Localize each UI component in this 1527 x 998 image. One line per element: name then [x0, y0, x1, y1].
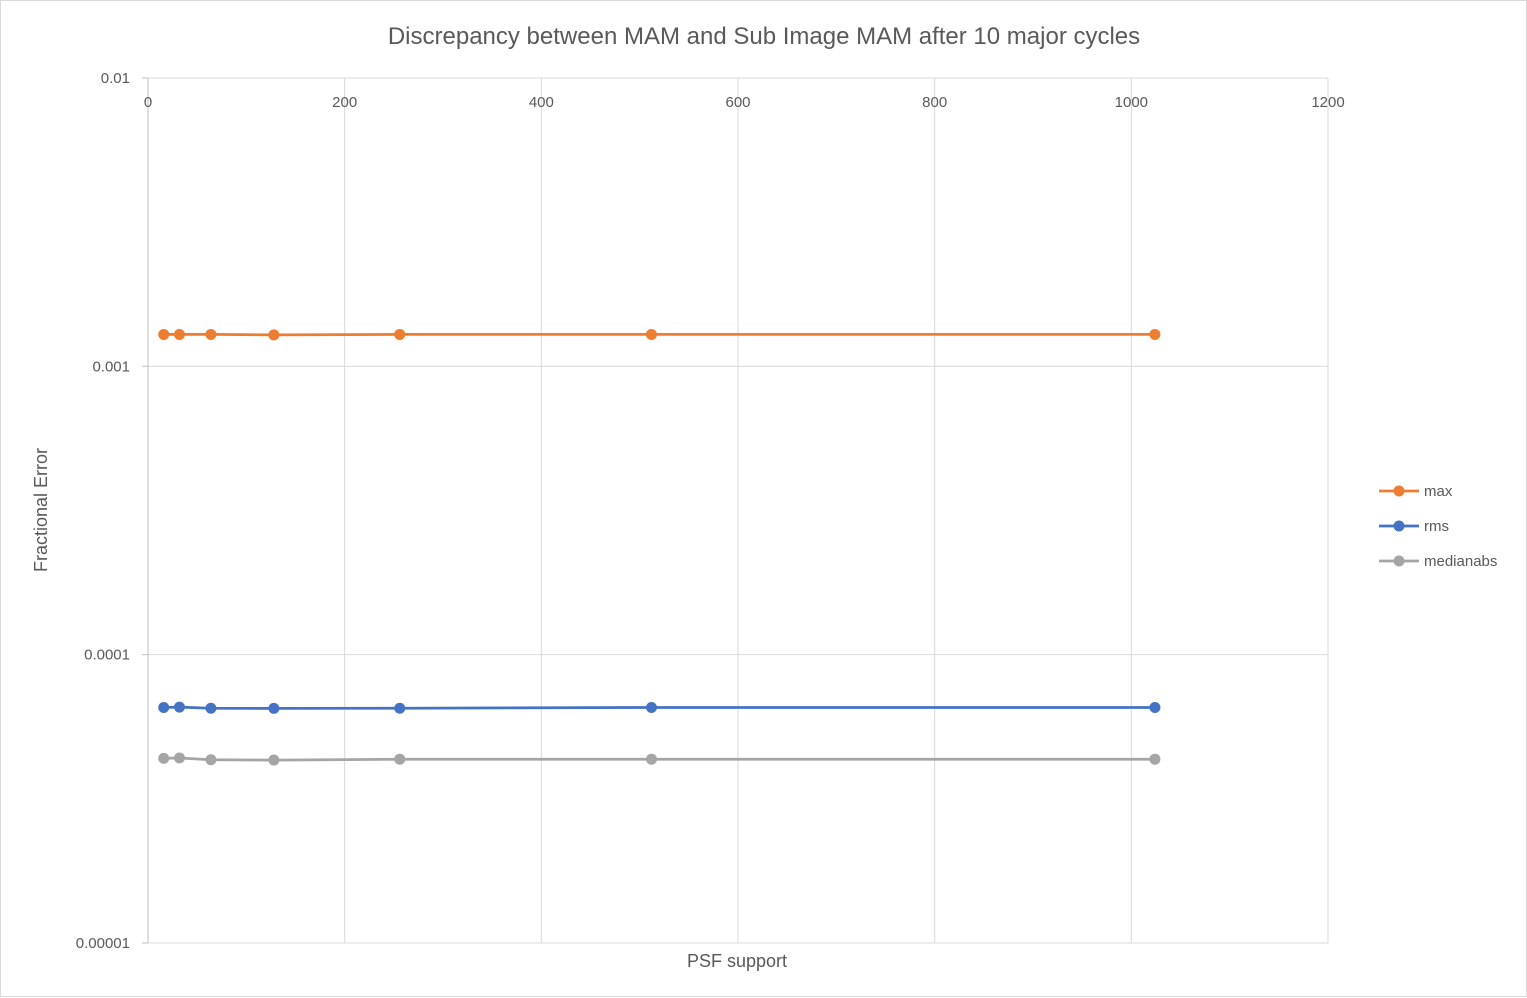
y-tick-labels: 0.01 0.001 0.0001 0.00001: [76, 70, 130, 952]
legend-marker-max: [1393, 485, 1405, 497]
series-max: [158, 328, 1161, 341]
data-point-rms: [268, 702, 280, 714]
data-point-medianabs: [173, 752, 185, 764]
series-rms: [158, 701, 1161, 714]
legend-item-rms: rms: [1379, 518, 1449, 535]
data-point-rms: [158, 701, 170, 713]
series-line-medianabs: [163, 756, 1155, 762]
legend-item-max: max: [1379, 483, 1453, 500]
x-axis-title: PSF support: [687, 951, 787, 971]
data-point-rms: [1149, 701, 1161, 713]
data-point-max: [645, 328, 657, 340]
data-point-rms: [394, 702, 406, 714]
x-tick-label: 0: [144, 94, 152, 111]
series-line-rms: [163, 705, 1155, 710]
data-point-max: [268, 329, 280, 341]
chart-title: Discrepancy between MAM and Sub Image MA…: [388, 23, 1140, 50]
data-point-max: [205, 328, 217, 340]
data-point-rms: [173, 701, 185, 713]
data-point-max: [1149, 328, 1161, 340]
data-point-medianabs: [1149, 753, 1161, 765]
y-axis-title: Fractional Error: [31, 448, 51, 572]
data-point-rms: [645, 701, 657, 713]
x-tick-label: 200: [332, 94, 357, 111]
x-tick-label: 800: [922, 94, 947, 111]
data-point-medianabs: [158, 752, 170, 764]
series-medianabs: [158, 752, 1161, 766]
legend-item-medianabs: medianabs: [1379, 553, 1497, 570]
y-tick-label: 0.01: [101, 70, 130, 87]
y-tick-label: 0.00001: [76, 935, 130, 952]
x-tick-label: 1200: [1311, 94, 1344, 111]
series-group: [158, 328, 1161, 766]
axes: [142, 77, 149, 944]
legend-label-medianabs: medianabs: [1424, 553, 1497, 570]
x-tick-label: 400: [529, 94, 554, 111]
data-point-medianabs: [205, 754, 217, 766]
legend-marker-medianabs: [1393, 555, 1405, 567]
x-tick-labels: 0 200 400 600 800 1000 1200: [144, 94, 1345, 111]
legend-label-rms: rms: [1424, 518, 1449, 535]
legend-marker-rms: [1393, 520, 1405, 532]
series-line-max: [163, 333, 1155, 337]
data-point-max: [173, 328, 185, 340]
y-tick-label: 0.0001: [84, 647, 130, 664]
data-point-medianabs: [645, 753, 657, 765]
gridlines: [148, 77, 1329, 944]
data-point-max: [158, 328, 170, 340]
data-point-rms: [205, 702, 217, 714]
legend-label-max: max: [1424, 483, 1453, 500]
x-tick-label: 600: [725, 94, 750, 111]
x-tick-label: 1000: [1115, 94, 1148, 111]
data-point-medianabs: [268, 754, 280, 766]
y-tick-label: 0.001: [92, 358, 130, 375]
legend: max rms medianabs: [1379, 483, 1497, 570]
data-point-medianabs: [394, 753, 406, 765]
data-point-max: [394, 328, 406, 340]
